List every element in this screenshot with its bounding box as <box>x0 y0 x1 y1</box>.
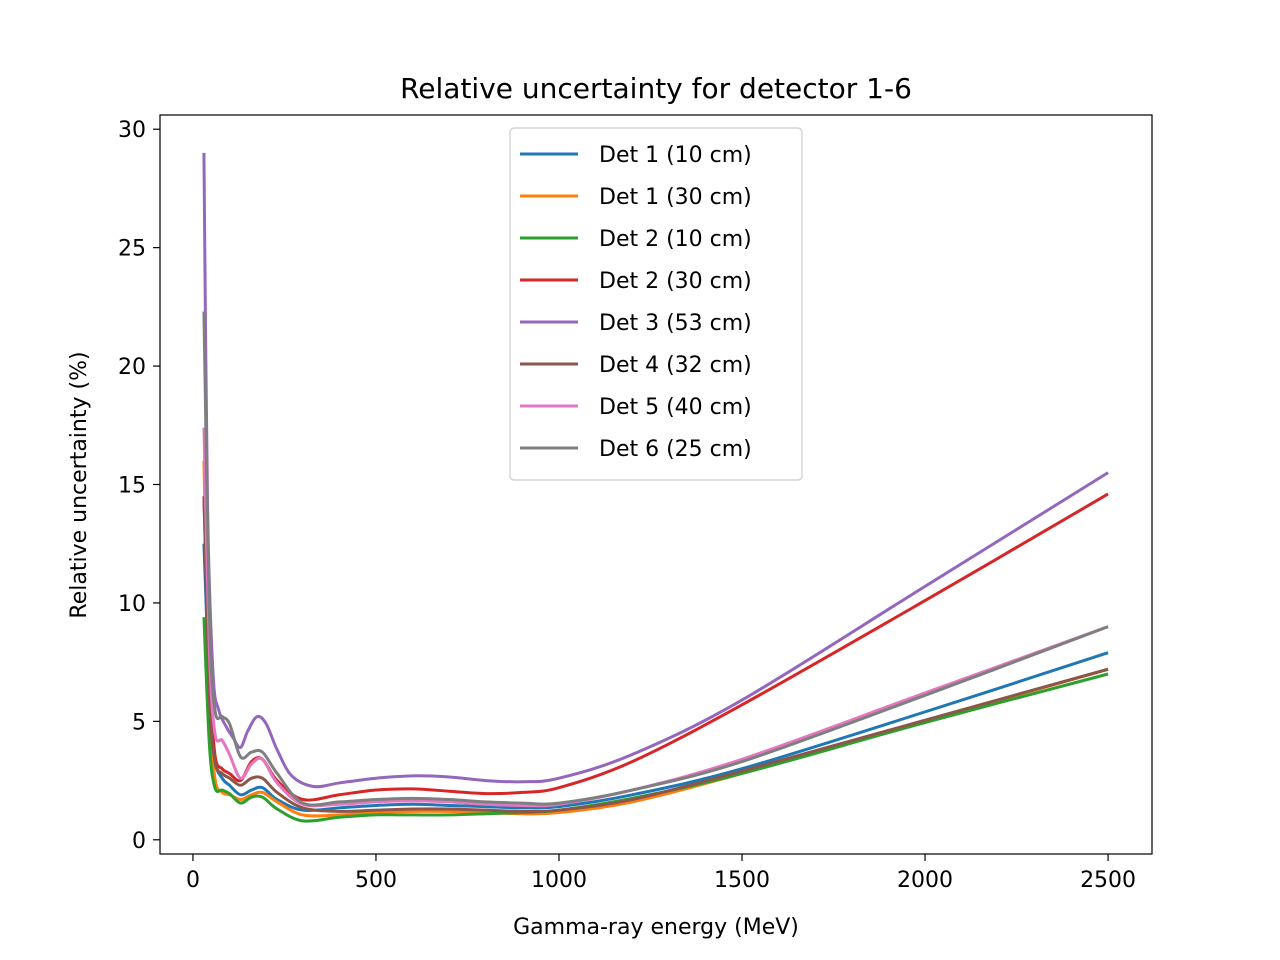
y-tick-label: 0 <box>132 829 146 854</box>
y-tick-label: 15 <box>118 474 146 499</box>
x-tick-label: 500 <box>355 868 397 893</box>
series-line-2 <box>202 460 1109 818</box>
legend-entry: Det 2 (30 cm) <box>599 269 752 294</box>
y-tick-label: 10 <box>118 592 146 617</box>
y-tick-label: 25 <box>118 237 146 262</box>
legend-entry: Det 1 (30 cm) <box>599 185 752 210</box>
x-axis-label: Gamma-ray energy (MeV) <box>513 915 799 940</box>
series-line-6 <box>202 496 1109 814</box>
series-layer <box>202 152 1109 823</box>
x-tick-label: 2500 <box>1080 868 1136 893</box>
series-line-8 <box>202 311 1109 807</box>
legend-entry: Det 6 (25 cm) <box>599 437 752 462</box>
series-line-1 <box>202 543 1109 813</box>
x-tick-label: 1500 <box>714 868 770 893</box>
series-line-4 <box>202 492 1109 802</box>
legend: Det 1 (10 cm) Det 1 (30 cm) Det 2 (10 cm) D… <box>509 127 803 481</box>
x-tick-label: 0 <box>186 868 200 893</box>
x-tick-label: 2000 <box>897 868 953 893</box>
legend-entry: Det 5 (40 cm) <box>599 395 752 420</box>
chart-title: Relative uncertainty for detector 1-6 <box>400 72 912 105</box>
x-axis: 0 500 1000 1500 2000 2500 <box>186 854 1136 893</box>
y-axis-label: Relative uncertainty (%) <box>67 351 92 618</box>
legend-box <box>509 127 803 481</box>
legend-entry: Det 2 (10 cm) <box>599 227 752 252</box>
y-tick-label: 20 <box>118 355 146 380</box>
series-line-5 <box>202 152 1109 789</box>
legend-entry: Det 3 (53 cm) <box>599 311 752 336</box>
legend-entry: Det 1 (10 cm) <box>599 143 752 168</box>
legend-entry: Det 4 (32 cm) <box>599 353 752 378</box>
x-tick-label: 1000 <box>531 868 587 893</box>
y-axis: 0 5 10 15 20 25 30 <box>118 118 160 854</box>
y-tick-label: 30 <box>118 118 146 143</box>
y-tick-label: 5 <box>132 710 146 735</box>
